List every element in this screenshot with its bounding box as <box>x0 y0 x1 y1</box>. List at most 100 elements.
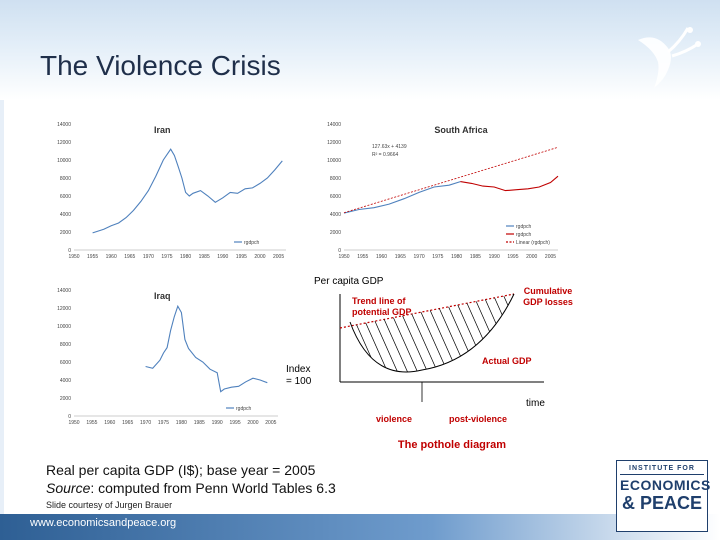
actual-gdp-curve <box>349 293 515 373</box>
footer-bar <box>0 514 720 540</box>
hatch-line <box>431 294 473 372</box>
hatch-line <box>401 294 443 372</box>
y-tick-label: 6000 <box>330 194 341 200</box>
caption-line-1: Real per capita GDP (I$); base year = 20… <box>46 462 316 478</box>
y-tick-label: 0 <box>338 248 341 254</box>
x-tick-label: 2000 <box>247 420 258 426</box>
chart-title: Iran <box>154 125 171 135</box>
y-tick-label: 12000 <box>57 140 71 146</box>
y-tick-label: 14000 <box>327 122 341 128</box>
x-axis-label: time <box>526 398 545 409</box>
x-tick-label: 1950 <box>68 420 79 426</box>
y-tick-label: 10000 <box>57 158 71 164</box>
slide-credit: Slide courtesy of Jurgen Brauer <box>46 500 173 510</box>
left-accent-line <box>0 100 4 540</box>
y-tick-label: 10000 <box>327 158 341 164</box>
caption-source-label: Source <box>46 480 91 496</box>
y-tick-label: 10000 <box>57 324 71 330</box>
caption: Real per capita GDP (I$); base year = 20… <box>46 461 336 497</box>
iraq-chart: 0 2000 4000 6000 8000 10000 12000 14000 1950 1955… <box>44 282 284 432</box>
iep-logo-line2: ECONOMICS <box>620 477 711 493</box>
x-tick-label: 1995 <box>507 254 518 260</box>
x-tick-label: 2000 <box>526 254 537 260</box>
x-tick-label: 1950 <box>338 254 349 260</box>
cumulative-label: Cumulative <box>524 286 573 296</box>
y-tick-label: 6000 <box>60 194 71 200</box>
south-africa-chart: 0 2000 4000 6000 8000 10000 12000 14000 1950 1955… <box>314 116 564 266</box>
header-band <box>0 0 720 100</box>
y-tick-label: 8000 <box>60 342 71 348</box>
y-tick-label: 6000 <box>60 360 71 366</box>
y-tick-label: 12000 <box>57 306 71 312</box>
pothole-title: The pothole diagram <box>398 439 506 451</box>
hatch-line <box>461 294 503 372</box>
x-tick-label: 1970 <box>143 254 154 260</box>
dove-logo-icon <box>638 27 701 88</box>
y-tick-label: 4000 <box>60 212 71 218</box>
x-tick-label: 1975 <box>158 420 169 426</box>
x-tick-label: 1980 <box>180 254 191 260</box>
x-tick-label: 1990 <box>217 254 228 260</box>
series-line-1 <box>145 304 268 393</box>
trend-label: potential GDP <box>352 307 412 317</box>
index-label: = 100 <box>286 376 312 387</box>
trend-label: Trend line of <box>352 296 407 306</box>
iep-logo-line3: & PEACE <box>621 493 702 513</box>
x-tick-label: 1965 <box>124 254 135 260</box>
y-tick-label: 12000 <box>327 140 341 146</box>
y-tick-label: 14000 <box>57 288 71 294</box>
y-tick-label: 4000 <box>60 378 71 384</box>
x-tick-label: 2000 <box>254 254 265 260</box>
x-tick-label: 1960 <box>376 254 387 260</box>
y-tick-label: 2000 <box>60 396 71 402</box>
hatch-line <box>451 294 493 372</box>
post-violence-label: post-violence <box>449 414 507 424</box>
violence-label: violence <box>376 414 412 424</box>
x-tick-label: 2005 <box>265 420 276 426</box>
x-tick-label: 1965 <box>395 254 406 260</box>
legend-entry: rgdpch <box>244 240 260 246</box>
y-tick-label: 2000 <box>330 230 341 236</box>
y-tick-label: 14000 <box>57 122 71 128</box>
iep-logo: INSTITUTE FOR ECONOMICS & PEACE <box>616 460 711 532</box>
y-tick-label: 4000 <box>330 212 341 218</box>
legend-entry: rgdpch <box>236 406 252 412</box>
x-tick-label: 2005 <box>273 254 284 260</box>
x-tick-label: 1970 <box>414 254 425 260</box>
x-tick-label: 1990 <box>212 420 223 426</box>
series-line-3 <box>343 146 559 214</box>
caption-source-text: : computed from Penn World Tables 6.3 <box>90 480 336 496</box>
x-tick-label: 1950 <box>68 254 79 260</box>
website-link[interactable]: www.economicsandpeace.org <box>30 517 177 529</box>
actual-gdp-label: Actual GDP <box>482 356 532 366</box>
trend-annotation: 127.63x + 4139 <box>372 144 407 150</box>
x-tick-label: 1975 <box>161 254 172 260</box>
hatch-line <box>411 294 453 372</box>
slide-title: The Violence Crisis <box>40 50 281 81</box>
x-tick-label: 1990 <box>489 254 500 260</box>
y-tick-label: 8000 <box>330 176 341 182</box>
x-tick-label: 1960 <box>106 254 117 260</box>
x-tick-label: 1965 <box>122 420 133 426</box>
x-tick-label: 1980 <box>176 420 187 426</box>
chart-title: Iraq <box>154 291 171 301</box>
chart-title: South Africa <box>434 125 488 135</box>
x-tick-label: 1955 <box>357 254 368 260</box>
series-line-1 <box>92 148 283 234</box>
trend-line <box>339 293 515 329</box>
x-tick-label: 1955 <box>87 254 98 260</box>
trend-annotation: R² = 0.9664 <box>372 152 398 158</box>
index-label: Index <box>286 364 310 375</box>
x-tick-label: 1980 <box>451 254 462 260</box>
series-line-2 <box>460 175 559 192</box>
y-axis-label: Per capita GDP <box>314 276 384 287</box>
iep-logo-line1: INSTITUTE FOR <box>629 465 695 472</box>
x-tick-label: 1975 <box>432 254 443 260</box>
iran-chart: 0 2000 4000 6000 8000 10000 12000 14000 1950 1955… <box>44 116 292 266</box>
y-tick-label: 8000 <box>60 176 71 182</box>
hatch-line <box>481 294 514 372</box>
legend-entry: rgdpch <box>516 232 532 238</box>
x-tick-label: 1960 <box>104 420 115 426</box>
hatch-line <box>471 294 513 372</box>
